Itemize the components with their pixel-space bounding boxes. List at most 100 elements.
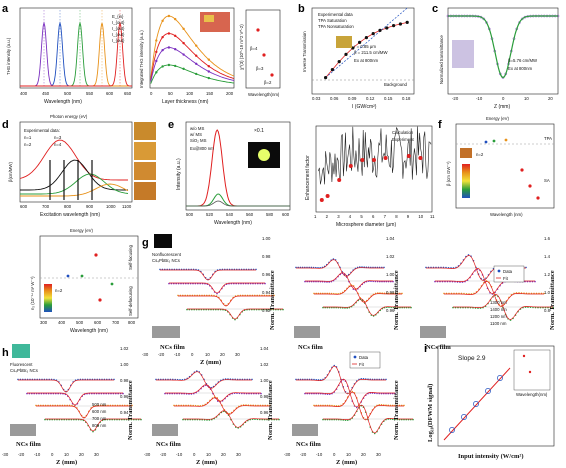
xtick: 3 (337, 214, 340, 219)
xtick: 10 (206, 452, 211, 457)
panel-a-inset-ylabel: χ^(3) (10^-19 m^2 V^-2) (239, 24, 244, 70)
data-point (520, 17, 524, 21)
ztick: 0.92 (262, 308, 271, 313)
xtick: 500 (64, 91, 72, 96)
legend-entry: n=3 (54, 135, 62, 140)
experiment-point (319, 198, 324, 202)
axis-label: Norm. Transmittance (127, 380, 134, 440)
inset-frame (513, 349, 551, 391)
axis-label: Z (mm) (336, 459, 357, 466)
colorbar (462, 164, 470, 198)
panel-e-spectrum-lines (186, 129, 290, 207)
annotation: TPA (544, 136, 552, 141)
data-point (110, 282, 114, 286)
experiment-point (406, 154, 411, 158)
data-point (161, 65, 164, 68)
panel-h-xticks: -30 -20 -10 0 10 20 30 (2, 452, 99, 457)
panel-e-spectrum: w/o MS w/ MS SiO₂ MS Ex@800 nm ×0.1 Inte… (176, 121, 291, 226)
xtick: 150 (206, 91, 214, 96)
data-point (98, 298, 102, 302)
xtick: 0.03 (312, 96, 321, 101)
data-point (182, 67, 185, 71)
panel-c-xticks: -20 -10 0 10 20 (452, 96, 553, 101)
fit-line (160, 269, 256, 281)
xtick: -30 (284, 452, 291, 457)
legend-entry: SiO₂ MS (190, 138, 207, 143)
xtick: 20 (221, 452, 226, 457)
panel-a-thickness: Integrated THG intensity (a.u.) Layer th… (139, 7, 235, 105)
sample-photo (134, 162, 156, 180)
fit-line (169, 282, 265, 294)
ztick: 0.94 (262, 290, 271, 295)
xtick: 200 (226, 91, 234, 96)
panel-a-spectra-frame (19, 7, 133, 89)
data-point (358, 40, 362, 45)
data-point (330, 68, 334, 72)
xtick: 0.12 (366, 96, 375, 101)
panel-d-lower-xticks: 300 400 500 600 700 800 (40, 320, 136, 325)
xtick: -20 (160, 452, 167, 457)
xtick: 550 (86, 91, 94, 96)
legend-entry: I_{out} (112, 20, 125, 25)
xtick: 700 (42, 204, 50, 209)
inset-point (528, 370, 532, 374)
panel-g-legend: Data Fit (493, 265, 525, 283)
film-image (152, 326, 180, 338)
panel-e-enhancement: Calculation Experiment Enhancement facto… (305, 125, 435, 228)
panel-d-lower-xlabel: Wavelength (nm) (70, 328, 108, 334)
panel-e-spectrum-ylabel: Intensity (a.u.) (176, 158, 182, 190)
ztick: 0.96 (262, 272, 271, 277)
sample-image-detail (204, 15, 214, 22)
data-point (195, 62, 198, 66)
wavelength-label: 500 nm (92, 402, 107, 407)
xtick: 30 (236, 452, 241, 457)
data-point (262, 53, 266, 57)
panel-h-legend: Data Fit (349, 351, 381, 369)
xtick: 11 (430, 214, 435, 219)
panel-d: d Photon energy (eV) Experimental data: … (2, 114, 156, 334)
ztick: 1.00 (262, 236, 271, 241)
legend-entry: n=4 (54, 142, 62, 147)
panel-label-b: b (298, 3, 305, 15)
xtick: 100 (186, 91, 194, 96)
xtick: 500 (186, 212, 194, 217)
xtick: -20 (300, 452, 307, 457)
wavelength-label: 1300 nm (490, 300, 507, 305)
legend-entry: TPA Saturation (318, 18, 347, 23)
panel-d-toplabel: Photon energy (eV) (50, 114, 88, 119)
legend-entry: n=1 (24, 135, 32, 140)
data-point (378, 28, 382, 32)
data-point (195, 72, 198, 76)
data-point (174, 17, 177, 21)
ztick: 0.8 (544, 308, 551, 313)
panel-e-spectrum-xlabel: Wavelength (nm) (214, 220, 252, 226)
panel-a-spectra-legend: E_{in} I_{out} I_{out} I_{out} I_{out} (112, 14, 125, 43)
xtick: 700 (112, 320, 120, 325)
data-point (207, 65, 210, 68)
data-point (536, 196, 540, 200)
data-point (270, 73, 274, 77)
xtick: 0.06 (330, 96, 339, 101)
ztick: 1.04 (386, 236, 395, 241)
panel-label-e: e (168, 119, 174, 131)
experiment-point (325, 194, 330, 198)
data-point (167, 14, 171, 18)
sample-photo (134, 122, 156, 140)
data-point (344, 52, 348, 57)
fit-line (323, 404, 413, 434)
fit-line (36, 405, 132, 419)
inset-xlabel: Wavelength(nm) (516, 392, 548, 397)
xtick: 5 (360, 214, 363, 219)
ztick: 1.02 (386, 254, 395, 259)
xtick: 9 (407, 214, 410, 219)
axis-label: Norm. Transmittance (393, 380, 400, 440)
annotation: Self-focusing (128, 245, 133, 270)
data-point (405, 20, 409, 24)
data-point (66, 274, 70, 278)
panel-b: b Experimental data TPA Saturation TPA N… (298, 3, 415, 110)
sample-image (336, 36, 352, 48)
inset-point (522, 354, 526, 358)
legend-entry: I_{out} (112, 32, 125, 37)
panel-e-enhancement-ylabel: Enhancement factor (305, 155, 311, 200)
